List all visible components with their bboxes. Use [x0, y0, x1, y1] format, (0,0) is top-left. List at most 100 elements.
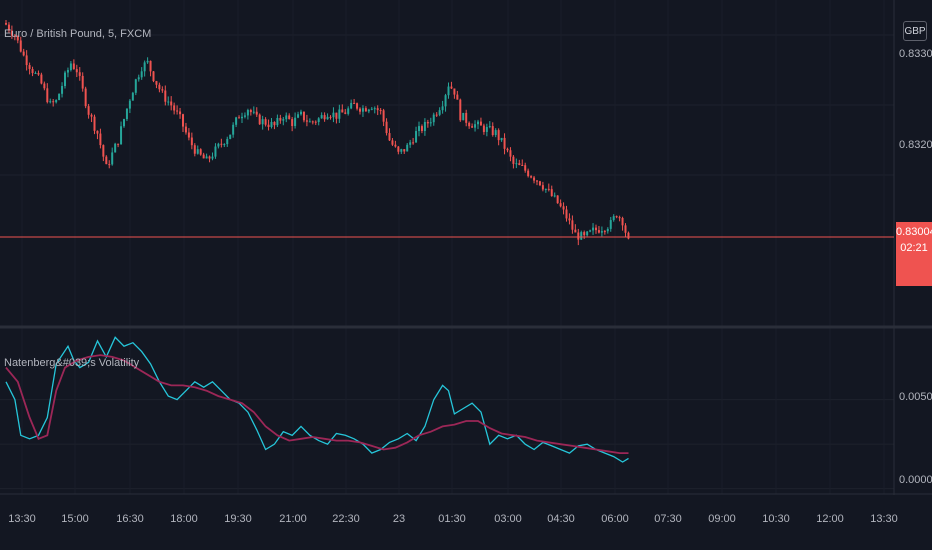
candle-body — [117, 143, 120, 145]
candle-body — [527, 170, 530, 177]
candle-body — [326, 116, 329, 120]
candle-body — [385, 121, 388, 134]
candle-body — [485, 126, 488, 132]
candle-body — [87, 106, 90, 115]
candle-body — [432, 114, 435, 123]
candle-body — [347, 108, 350, 114]
candle-body — [491, 126, 494, 136]
candle-body — [521, 165, 524, 167]
indicator-title[interactable]: Natenberg&#039;s Volatility — [4, 357, 140, 369]
candle-body — [217, 143, 220, 147]
candle-body — [565, 209, 568, 219]
candle-body — [140, 71, 143, 78]
candle-body — [7, 24, 10, 31]
candlestick-series — [5, 19, 630, 246]
candle-body — [261, 119, 264, 125]
time-axis-label: 10:30 — [762, 513, 790, 525]
currency-button[interactable]: GBP — [903, 21, 927, 41]
time-axis-label: 01:30 — [438, 513, 466, 525]
time-axis-label: 18:00 — [170, 513, 198, 525]
candle-body — [214, 146, 217, 157]
candle-body — [246, 110, 249, 116]
candle-body — [308, 121, 311, 123]
candle-body — [96, 130, 99, 134]
candle-body — [447, 86, 450, 96]
candle-body — [241, 116, 243, 119]
candle-body — [367, 109, 370, 112]
candle-body — [468, 122, 471, 127]
candle-body — [211, 156, 214, 159]
candle-body — [530, 176, 533, 178]
candle-body — [479, 121, 482, 126]
candle-body — [28, 65, 31, 70]
time-axis-label: 22:30 — [332, 513, 360, 525]
candle-body — [435, 114, 438, 116]
candle-body — [370, 108, 373, 110]
candle-body — [541, 185, 544, 190]
candle-body — [388, 133, 391, 141]
time-axis-label: 09:00 — [708, 513, 736, 525]
candle-body — [624, 225, 627, 233]
candle-body — [420, 126, 423, 131]
candle-body — [297, 114, 300, 118]
candle-body — [258, 114, 261, 125]
candle-body — [550, 189, 553, 196]
candle-body — [524, 165, 527, 171]
candle-body — [474, 124, 477, 128]
candle-body — [155, 81, 158, 85]
candle-body — [46, 88, 49, 103]
candle-body — [450, 86, 453, 89]
candle-body — [592, 227, 595, 231]
candle-body — [102, 145, 105, 157]
candle-body — [105, 156, 108, 165]
candle-body — [190, 137, 193, 146]
candle-body — [114, 143, 117, 153]
candle-body — [344, 112, 347, 114]
candle-body — [506, 148, 509, 151]
time-axis-label: 06:00 — [601, 513, 629, 525]
candle-body — [609, 220, 612, 229]
candle-body — [120, 126, 123, 145]
candle-body — [338, 109, 341, 119]
candle-body — [423, 122, 426, 131]
candle-body — [382, 110, 385, 122]
candle-body — [285, 115, 288, 120]
time-axis-label: 13:30 — [870, 513, 898, 525]
candle-body — [500, 137, 503, 141]
candle-body — [300, 111, 302, 115]
candle-body — [302, 111, 305, 121]
candle-body — [533, 177, 536, 181]
candle-body — [621, 217, 624, 226]
candle-body — [441, 106, 444, 111]
candle-body — [459, 99, 462, 121]
candle-body — [52, 101, 55, 103]
candle-body — [359, 108, 361, 112]
time-axis-label: 04:30 — [547, 513, 575, 525]
candle-body — [243, 115, 246, 117]
candle-body — [559, 203, 562, 207]
candle-body — [58, 93, 61, 101]
candle-body — [403, 149, 406, 152]
time-axis-label: 21:00 — [279, 513, 307, 525]
candle-body — [252, 111, 255, 113]
candle-body — [317, 118, 320, 123]
candle-body — [37, 72, 40, 75]
candle-body — [149, 60, 152, 72]
candle-body — [152, 71, 155, 82]
candle-body — [90, 114, 93, 117]
candle-body — [580, 232, 583, 240]
candle-body — [538, 181, 541, 186]
candle-body — [84, 88, 87, 107]
candle-body — [583, 232, 586, 236]
time-axis-label: 13:30 — [8, 513, 36, 525]
time-axis-label: 19:30 — [224, 513, 252, 525]
time-axis-label: 23 — [392, 513, 406, 525]
candle-body — [137, 77, 140, 80]
candle-body — [488, 126, 491, 128]
candle-body — [235, 117, 238, 125]
symbol-title[interactable]: Euro / British Pound, 5, FXCM — [4, 28, 152, 40]
